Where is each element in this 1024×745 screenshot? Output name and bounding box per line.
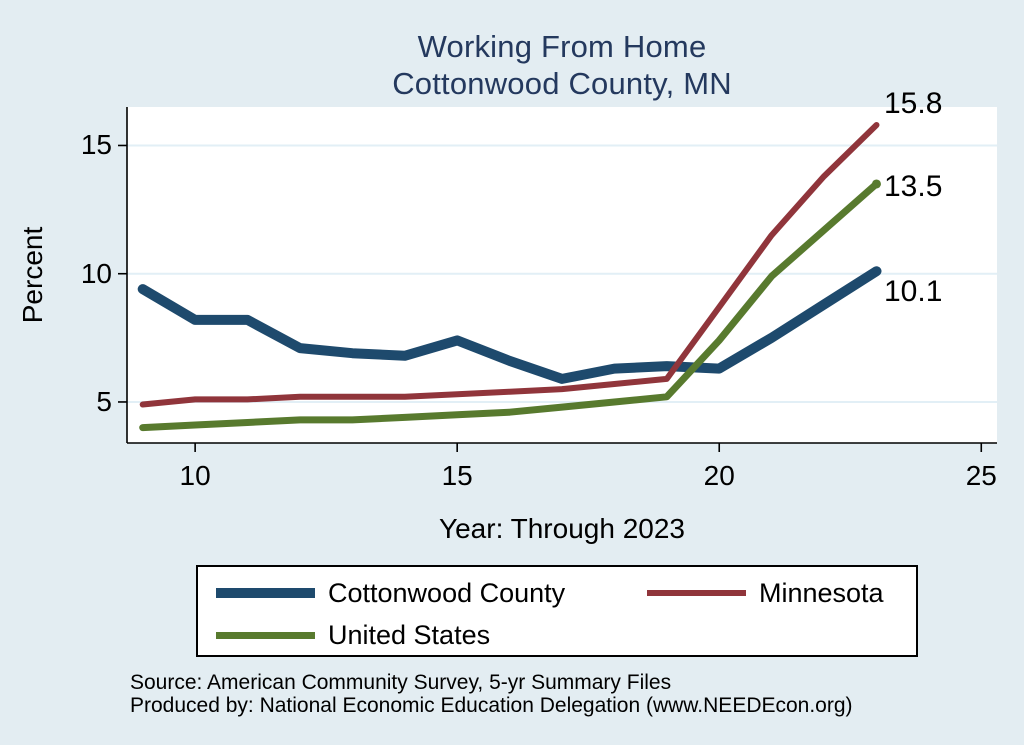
chart-title-line2: Cottonwood County, MN bbox=[392, 66, 732, 101]
united-states-line-swatch bbox=[216, 631, 315, 639]
x-tick-label-15: 15 bbox=[441, 460, 473, 491]
x-axis-title: Year: Through 2023 bbox=[439, 513, 685, 544]
legend-label-minnesota: Minnesota bbox=[759, 577, 884, 608]
chart-title-line1: Working From Home bbox=[417, 29, 707, 64]
legend-label-cottonwood-county: Cottonwood County bbox=[328, 577, 566, 608]
legend-entry-united-states: United States bbox=[216, 616, 490, 654]
minnesota-line-swatch bbox=[647, 590, 746, 596]
end-value-label-minnesota: 15.8 bbox=[884, 86, 943, 120]
cottonwood-county-line-swatch bbox=[216, 588, 315, 598]
series-line-united-states bbox=[139, 180, 880, 432]
y-tick-label-5: 5 bbox=[96, 385, 112, 417]
produced-by-note: Produced by: National Economic Education… bbox=[130, 694, 853, 717]
end-value-label-cottonwood-county: 10.1 bbox=[884, 275, 943, 309]
end-marker-united-states bbox=[871, 179, 881, 189]
y-tick-label-15: 15 bbox=[80, 129, 112, 161]
legend-entry-cottonwood-county: Cottonwood County bbox=[216, 574, 565, 612]
x-tick-label-25: 25 bbox=[965, 460, 997, 491]
source-note: Source: American Community Survey, 5-yr … bbox=[130, 671, 672, 694]
end-value-label-united-states: 13.5 bbox=[884, 169, 943, 203]
y-tick-label-10: 10 bbox=[80, 257, 112, 289]
series-line-cottonwood-county bbox=[137, 266, 882, 384]
legend-entry-minnesota: Minnesota bbox=[647, 574, 884, 612]
x-tick-label-20: 20 bbox=[703, 460, 735, 491]
legend: Cottonwood County Minnesota United State… bbox=[196, 565, 918, 657]
line-chart-canvas bbox=[118, 107, 997, 452]
x-tick-label-10: 10 bbox=[179, 460, 211, 491]
legend-label-united-states: United States bbox=[328, 619, 491, 650]
series-line-minnesota bbox=[139, 122, 880, 408]
